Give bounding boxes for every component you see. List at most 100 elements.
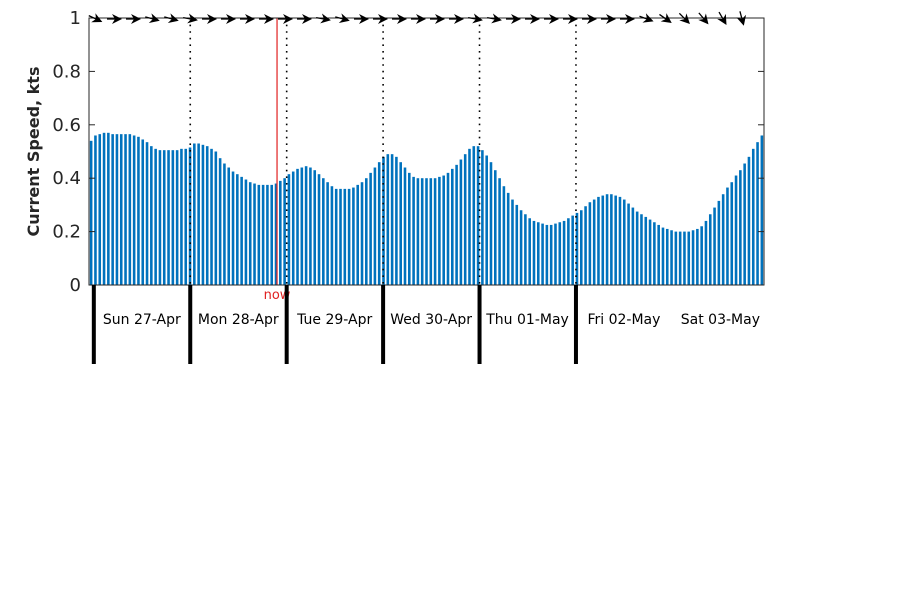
direction-arrow <box>430 14 445 24</box>
day-label: Sat 03-May <box>681 312 760 328</box>
y-tick-label: 0 <box>70 275 81 296</box>
speed-bar <box>498 178 501 285</box>
speed-bar <box>691 230 695 285</box>
speed-bar <box>704 220 708 285</box>
direction-arrow <box>659 13 672 24</box>
speed-bar <box>266 184 269 286</box>
direction-arrow <box>582 14 597 24</box>
speed-bar <box>554 223 557 285</box>
speed-bar <box>588 202 592 285</box>
speed-bar <box>571 215 574 285</box>
speed-bar <box>739 170 742 285</box>
speed-bar <box>528 218 531 285</box>
direction-arrow <box>678 12 690 24</box>
speed-bar <box>244 179 248 285</box>
speed-bar <box>747 156 751 285</box>
direction-arrow <box>221 14 236 24</box>
speed-bar <box>171 150 175 285</box>
y-axis-ticks: 0 0.2 0.4 0.6 0.8 1 <box>52 8 764 296</box>
speed-bar <box>485 155 488 285</box>
speed-bar <box>536 222 540 285</box>
y-tick-label: 0.6 <box>52 115 81 136</box>
speed-bar <box>343 188 347 285</box>
speed-bar <box>223 163 226 285</box>
speed-bar <box>734 175 738 285</box>
speed-bar <box>618 196 622 285</box>
speed-bar <box>579 210 583 285</box>
speed-bar <box>627 203 630 285</box>
speed-bar <box>494 170 497 285</box>
speed-bar <box>678 231 682 285</box>
speed-bar <box>296 168 299 285</box>
speed-bar <box>150 146 153 285</box>
speed-bar <box>708 214 712 285</box>
speed-bar <box>567 218 570 285</box>
speed-bar <box>167 150 170 285</box>
speed-bar <box>304 166 308 285</box>
speed-bar <box>184 148 188 285</box>
speed-bar <box>468 148 471 285</box>
speed-bar <box>687 231 691 285</box>
speed-bar <box>653 222 656 285</box>
speed-bar <box>334 188 338 285</box>
speed-bar <box>162 150 166 285</box>
speed-bar <box>442 175 445 285</box>
speed-bar <box>631 207 635 285</box>
speed-bar <box>193 143 196 285</box>
speed-bar <box>683 231 686 285</box>
now-marker: now <box>264 18 291 303</box>
speed-bar <box>300 167 304 285</box>
speed-bar <box>614 195 617 285</box>
speed-bar <box>592 199 596 285</box>
speed-bar <box>309 167 312 285</box>
speed-bar <box>403 167 407 285</box>
speed-bar <box>98 134 102 285</box>
day-label: Tue 29-Apr <box>296 312 372 328</box>
speed-bar <box>575 212 579 285</box>
speed-bar <box>472 146 476 285</box>
speed-bar <box>657 224 660 285</box>
speed-bar <box>175 150 179 285</box>
speed-bar <box>210 148 213 285</box>
day-ticks: Sun 27-Apr Mon 28-Apr Tue 29-Apr Wed 30-Apr… <box>91 285 760 364</box>
speed-bar <box>124 134 127 285</box>
speed-bar <box>648 219 652 285</box>
speed-bar <box>322 178 325 285</box>
speed-bar <box>481 150 484 285</box>
direction-arrow <box>240 14 255 24</box>
direction-arrow <box>373 14 388 24</box>
speed-bar <box>154 148 157 285</box>
speed-bar <box>549 224 553 285</box>
speed-bar <box>253 183 256 285</box>
day-label: Mon 28-Apr <box>198 312 279 328</box>
speed-bar <box>751 148 755 285</box>
speed-bar <box>511 199 514 285</box>
speed-bar <box>661 227 665 285</box>
speed-bar <box>726 187 729 285</box>
speed-bar <box>128 134 132 285</box>
speed-bar <box>438 176 441 285</box>
speed-bar <box>227 167 231 285</box>
direction-arrow <box>449 14 464 24</box>
speed-bar <box>317 174 321 285</box>
speed-bar <box>132 135 136 285</box>
speed-bar <box>94 135 97 285</box>
speed-bar <box>532 220 536 285</box>
speed-bar <box>584 206 587 285</box>
speed-bar <box>446 172 450 285</box>
speed-bar <box>365 178 368 285</box>
speed-bar <box>519 210 523 285</box>
speed-bar <box>111 134 114 285</box>
speed-bar <box>420 178 424 285</box>
speed-bar <box>158 150 162 285</box>
plot-area-frame <box>88 17 765 286</box>
speed-bar <box>201 144 205 285</box>
speed-bar <box>279 180 282 285</box>
speed-bar <box>463 154 467 285</box>
y-tick-label: 0.4 <box>52 168 81 189</box>
direction-arrow <box>506 14 521 24</box>
speed-bar <box>347 188 351 285</box>
speed-bar <box>102 132 106 285</box>
speed-bar <box>141 139 145 285</box>
speed-bar <box>562 220 566 285</box>
